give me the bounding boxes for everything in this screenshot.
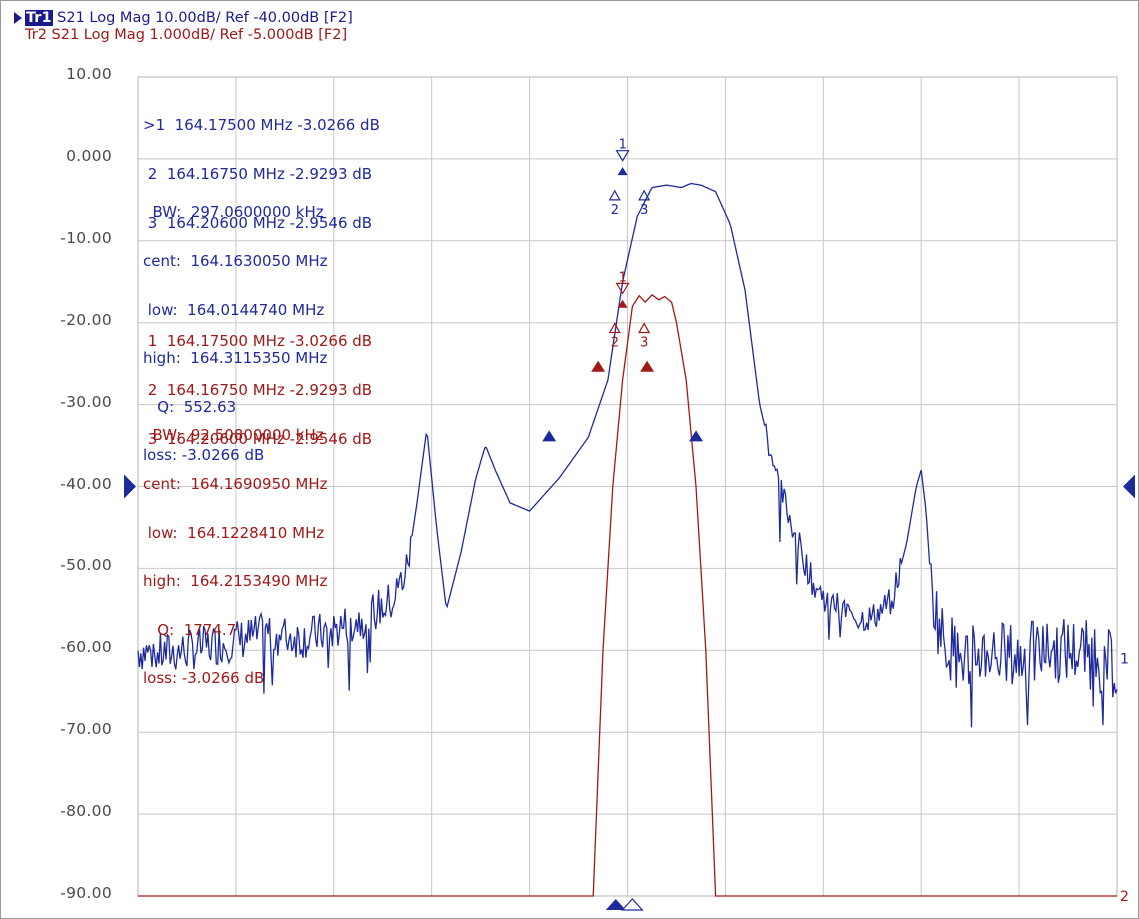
active-trace-arrow-icon <box>14 12 22 24</box>
trace2-marker3-label: 3 <box>640 336 648 351</box>
trace2-marker2-icon[interactable] <box>608 322 621 334</box>
trace1-marker1-label: 1 <box>619 138 627 153</box>
bw-row: low: 164.0144740 MHz <box>143 300 325 319</box>
trace2-bw-low-marker-icon[interactable] <box>591 360 606 372</box>
marker-row: 3 164.20600 MHz -2.9546 dB <box>143 429 373 448</box>
trace2-bandwidth-table: BW: 92.50800000 kHz cent: 164.1690950 MH… <box>143 395 328 703</box>
bw-row: loss: -3.0266 dB <box>143 669 265 688</box>
trace1-marker3-label: 3 <box>640 203 648 218</box>
traces <box>137 182 1118 897</box>
trace2-bw-high-marker-icon[interactable] <box>640 360 655 372</box>
bw-row: high: 164.2153490 MHz <box>143 572 328 591</box>
bottom-marker-icon[interactable] <box>621 898 644 911</box>
y-tick-label: 10.00 <box>66 65 112 83</box>
y-tick-label: -80.00 <box>60 802 112 821</box>
trace1-marker3-icon[interactable] <box>638 189 651 201</box>
trace2-header-text: Tr2 S21 Log Mag 1.000dB/ Ref -5.000dB [F… <box>25 27 348 43</box>
trace1-end-label: 1 <box>1120 651 1129 667</box>
trace1-bw-high-marker-icon[interactable] <box>689 430 704 442</box>
trace2-end-label: 2 <box>1120 889 1129 905</box>
marker-row: 1 164.17500 MHz -3.0266 dB <box>143 332 373 351</box>
grid <box>137 76 1118 897</box>
trace2-line <box>138 294 1117 897</box>
trace2-marker-table: 1 164.17500 MHz -3.0266 dB 2 164.16750 M… <box>143 301 372 463</box>
trace2-marker1-icon[interactable] <box>615 282 630 295</box>
trace1-marker-table: >1 164.17500 MHz -3.0266 dB 2 164.16750 … <box>143 85 380 247</box>
y-tick-label: -70.00 <box>60 720 112 739</box>
marker-row: 2 164.16750 MHz -2.9293 dB <box>143 381 373 400</box>
bw-row: loss: -3.0266 dB <box>143 446 265 465</box>
y-tick-label: -40.00 <box>60 474 112 493</box>
bw-row: Q: 1774.7 <box>143 620 237 639</box>
y-tick-label: -20.00 <box>60 310 112 329</box>
trace1-line <box>137 182 1118 728</box>
trace1-badge[interactable]: Tr1 <box>25 10 53 26</box>
trace1-header[interactable]: Tr1 S21 Log Mag 10.00dB/ Ref -40.00dB [F… <box>14 10 353 26</box>
marker-row: >1 164.17500 MHz -3.0266 dB <box>143 116 380 135</box>
trace2-header[interactable]: Tr2 S21 Log Mag 1.000dB/ Ref -5.000dB [F… <box>14 27 347 43</box>
trace2-active-marker-icon[interactable] <box>617 299 628 308</box>
trace1-marker1-icon[interactable] <box>615 150 630 162</box>
trace1-active-marker-icon[interactable] <box>617 167 628 176</box>
trace1-marker2-label: 2 <box>611 203 619 218</box>
bottom-marker-active-icon[interactable] <box>605 899 626 910</box>
trace2-marker1-label: 1 <box>619 270 627 285</box>
y-tick-label: -90.00 <box>60 884 112 902</box>
bw-row: low: 164.1228410 MHz <box>143 523 325 542</box>
ref-level-left-arrow-icon[interactable] <box>124 474 136 499</box>
trace1-bandwidth-table: BW: 297.0600000 kHz cent: 164.1630050 MH… <box>143 172 328 480</box>
markers: 1 2 1 2 3 1 2 3 <box>124 138 1135 911</box>
y-tick-label: 0.000 <box>66 146 112 165</box>
bw-row: cent: 164.1690950 MHz <box>143 475 328 494</box>
bw-row: BW: 92.50800000 kHz <box>143 426 324 445</box>
trace2-marker3-icon[interactable] <box>638 322 651 334</box>
bw-row: BW: 297.0600000 kHz <box>143 203 324 222</box>
y-tick-label: -10.00 <box>60 228 112 247</box>
y-tick-label: -30.00 <box>60 392 112 411</box>
trace1-marker2-icon[interactable] <box>608 189 621 201</box>
y-tick-label: -60.00 <box>60 638 112 657</box>
trace1-bw-low-marker-icon[interactable] <box>542 430 557 442</box>
marker-row: 3 164.20600 MHz -2.9546 dB <box>143 213 373 232</box>
bw-row: high: 164.3115350 MHz <box>143 349 328 368</box>
trace1-header-text: S21 Log Mag 10.00dB/ Ref -40.00dB [F2] <box>52 10 353 26</box>
marker-row: 2 164.16750 MHz -2.9293 dB <box>143 165 373 184</box>
y-tick-label: -50.00 <box>60 556 112 575</box>
bw-row: Q: 552.63 <box>143 397 237 416</box>
ref-level-right-arrow-icon[interactable] <box>1123 474 1135 499</box>
bw-row: cent: 164.1630050 MHz <box>143 252 328 271</box>
trace2-marker2-label: 2 <box>611 336 619 351</box>
